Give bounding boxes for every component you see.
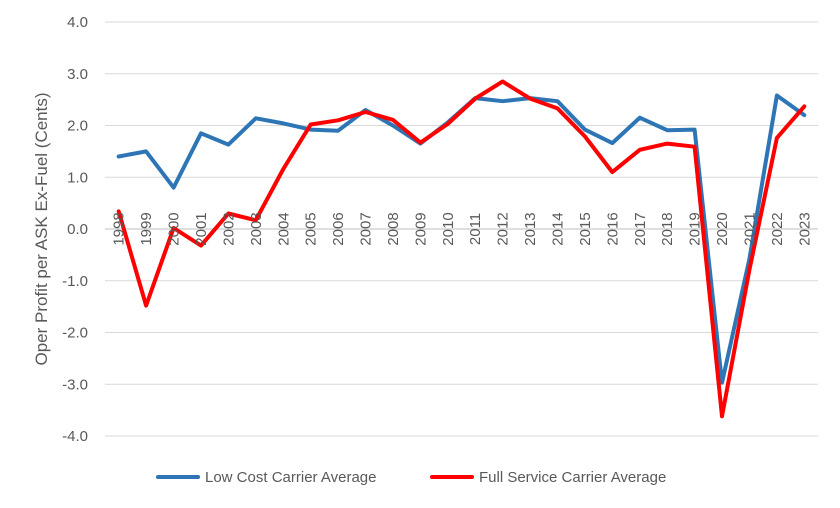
- legend-label: Low Cost Carrier Average: [205, 469, 376, 486]
- x-tick-label: 2005: [303, 212, 320, 245]
- x-tick-label: 2006: [330, 212, 347, 245]
- x-tick-label: 2014: [550, 212, 567, 245]
- legend-label: Full Service Carrier Average: [479, 469, 666, 486]
- x-tick-label: 1999: [138, 212, 155, 245]
- x-tick-label: 2020: [714, 212, 731, 245]
- gridlines: [105, 21, 818, 437]
- x-tick-label: 2022: [769, 212, 786, 245]
- x-tick-label: 2023: [796, 212, 813, 245]
- y-tick-label: 3.0: [67, 66, 88, 83]
- x-axis-ticks: 1998 1999 2000 2001 2002 2003 2004 2005 2006 2007…: [111, 212, 814, 245]
- x-tick-label: 2012: [495, 212, 512, 245]
- y-tick-label: 4.0: [67, 14, 88, 31]
- x-tick-label: 2017: [632, 212, 649, 245]
- legend: Low Cost Carrier Average Full Service Car…: [156, 469, 666, 486]
- y-axis-ticks: 4.0 3.0 2.0 1.0 0.0 -1.0 -2.0 -3.0 -4.0: [62, 14, 88, 445]
- x-tick-label: 2013: [522, 212, 539, 245]
- y-tick-label: -1.0: [62, 273, 88, 290]
- x-tick-label: 2001: [193, 212, 210, 245]
- x-tick-label: 2009: [412, 212, 429, 245]
- x-tick-label: 2004: [275, 212, 292, 245]
- x-tick-label: 2011: [467, 213, 484, 245]
- y-tick-label: 1.0: [67, 169, 88, 186]
- x-tick-label: 2019: [687, 212, 704, 245]
- series-line-full-service: [116, 79, 807, 419]
- x-tick-label: 2018: [659, 212, 676, 245]
- y-tick-label: 2.0: [67, 118, 88, 135]
- x-tick-label: 2003: [248, 212, 265, 245]
- series-lines: [116, 79, 807, 419]
- y-tick-label: -2.0: [62, 325, 88, 342]
- x-tick-label: 2010: [440, 212, 457, 245]
- x-tick-label: 2000: [166, 212, 183, 245]
- x-tick-label: 2008: [385, 212, 402, 245]
- x-tick-label: 1998: [111, 212, 128, 245]
- y-tick-label: -3.0: [62, 376, 88, 393]
- x-tick-label: 2016: [604, 212, 621, 245]
- x-tick-label: 2007: [358, 212, 375, 245]
- y-axis-title: Oper Profit per ASK Ex-Fuel (Cents): [32, 92, 51, 365]
- x-tick-label: 2015: [577, 212, 594, 245]
- x-tick-label: 2002: [220, 212, 237, 245]
- y-tick-label: 0.0: [67, 221, 88, 238]
- x-tick-label: 2021: [741, 212, 758, 245]
- y-tick-label: -4.0: [62, 428, 88, 445]
